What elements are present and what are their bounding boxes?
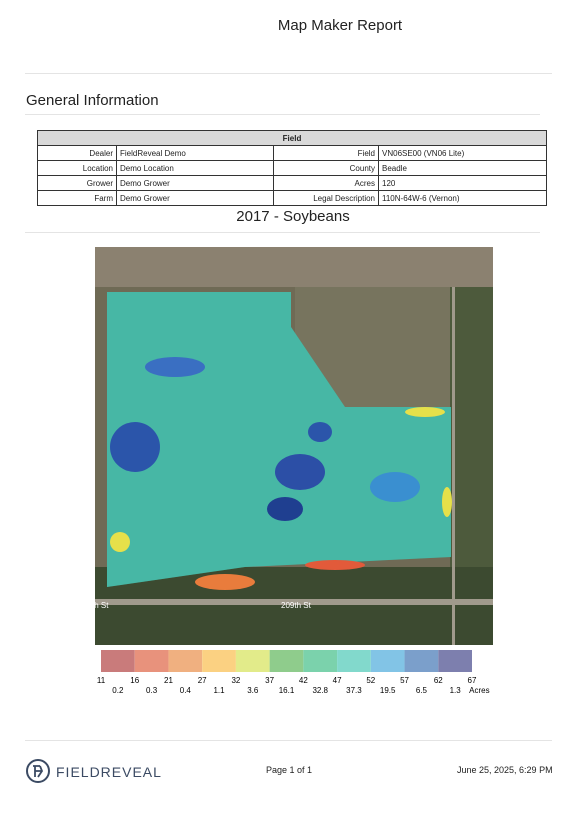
legend-swatch xyxy=(269,650,304,672)
yield-zone xyxy=(110,532,130,552)
yield-zone xyxy=(370,472,420,502)
table-row: Grower Demo Grower Acres 120 xyxy=(37,175,547,191)
map-title: 2017 - Soybeans xyxy=(236,208,350,225)
legend-tick: 62 xyxy=(434,676,443,685)
table-row: Dealer FieldReveal Demo Field VN06SE00 (VN0… xyxy=(37,145,547,161)
cell-label: Location xyxy=(37,160,117,176)
legend-tick: 16 xyxy=(130,676,139,685)
legend-acres: 19.5 xyxy=(380,686,396,695)
legend-acres: 16.1 xyxy=(279,686,295,695)
street-label: th St xyxy=(95,601,109,610)
legend-swatch xyxy=(235,650,270,672)
cell-label: Legal Description xyxy=(273,190,379,206)
divider xyxy=(25,73,552,74)
legend-swatch xyxy=(404,650,439,672)
street-label: 209th St xyxy=(281,601,312,610)
cell-label: Dealer xyxy=(37,145,117,161)
divider xyxy=(25,114,540,115)
legend-tick: 27 xyxy=(198,676,207,685)
legend-swatch xyxy=(134,650,169,672)
yield-zone xyxy=(267,497,303,521)
map-trees xyxy=(95,567,493,645)
cell-value: Demo Grower xyxy=(116,175,274,191)
legend-acres: 0.2 xyxy=(112,686,124,695)
legend-acres: 3.6 xyxy=(247,686,259,695)
legend: 11 16 21 27 32 37 42 47 52 57 62 67 0.2 0.3 0.4 1.1 3.6 1… xyxy=(97,650,490,695)
map-field xyxy=(95,247,493,287)
yield-zone xyxy=(405,407,445,417)
logo-text: FIELDREVEAL xyxy=(56,764,162,780)
yield-zone xyxy=(195,574,255,590)
logo-icon xyxy=(26,759,50,783)
map-road xyxy=(95,599,493,605)
legend-tick: 47 xyxy=(333,676,342,685)
info-table: Field Dealer FieldReveal Demo Field VN06SE0… xyxy=(37,130,547,206)
legend-tick: 42 xyxy=(299,676,308,685)
cell-value: 120 xyxy=(378,175,547,191)
yield-zone xyxy=(305,560,365,570)
legend-tick: 37 xyxy=(265,676,274,685)
legend-tick: 11 xyxy=(97,676,106,685)
yield-zone xyxy=(145,357,205,377)
legend-acres: 37.3 xyxy=(346,686,362,695)
legend-tick: 21 xyxy=(164,676,173,685)
yield-zone xyxy=(110,422,160,472)
cell-value: Beadle xyxy=(378,160,547,176)
legend-acres: 6.5 xyxy=(416,686,428,695)
cell-label: Farm xyxy=(37,190,117,206)
cell-value: Demo Location xyxy=(116,160,274,176)
legend-acres: 1.1 xyxy=(213,686,225,695)
legend-swatch xyxy=(101,650,135,672)
cell-label: Grower xyxy=(37,175,117,191)
report-title: Map Maker Report xyxy=(277,17,403,34)
yield-zone xyxy=(442,487,452,517)
cell-label: Field xyxy=(273,145,379,161)
legend-acres: 1.3 xyxy=(450,686,462,695)
yield-zone xyxy=(275,454,325,490)
legend-swatch xyxy=(168,650,203,672)
legend-tick: 57 xyxy=(400,676,409,685)
legend-acres: 32.8 xyxy=(312,686,328,695)
legend-unit: Acres xyxy=(469,686,489,695)
table-caption: Field xyxy=(37,130,547,146)
print-date: June 25, 2025, 6:29 PM xyxy=(457,765,553,775)
yield-map: th St 209th St xyxy=(95,247,493,645)
cell-value: VN06SE00 (VN06 Lite) xyxy=(378,145,547,161)
legend-swatch xyxy=(202,650,236,672)
legend-swatch xyxy=(370,650,405,672)
legend-swatch xyxy=(438,650,472,672)
cell-value: Demo Grower xyxy=(116,190,274,206)
page-number: Page 1 of 1 xyxy=(266,765,313,775)
cell-label: County xyxy=(273,160,379,176)
section-title: General Information xyxy=(26,92,159,109)
cell-label: Acres xyxy=(273,175,379,191)
legend-acres: 0.3 xyxy=(146,686,158,695)
table-row: Location Demo Location County Beadle xyxy=(37,160,547,176)
cell-value: 110N-64W-6 (Vernon) xyxy=(378,190,547,206)
legend-tick: 52 xyxy=(366,676,375,685)
legend-tick: 32 xyxy=(231,676,240,685)
legend-swatch xyxy=(337,650,371,672)
legend-acres: 0.4 xyxy=(180,686,192,695)
map-road xyxy=(452,287,455,645)
legend-tick: 67 xyxy=(468,676,477,685)
yield-zone xyxy=(308,422,332,442)
legend-swatch xyxy=(303,650,338,672)
table-row: Farm Demo Grower Legal Description 110N-64W… xyxy=(37,190,547,206)
divider xyxy=(25,740,552,741)
cell-value: FieldReveal Demo xyxy=(116,145,274,161)
divider xyxy=(25,232,540,233)
